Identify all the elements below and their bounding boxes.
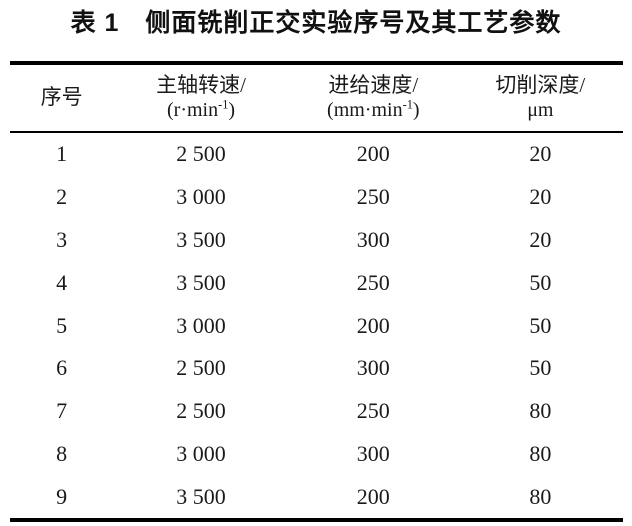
data-cell: 20 (529, 226, 552, 252)
table-row: 2 3 000 250 20 (10, 176, 623, 219)
col-header-spindle-speed: 主轴转速/ (r·min-1) (113, 63, 289, 133)
serial-cell: 3 (56, 226, 68, 252)
serial-cell: 1 (56, 141, 68, 167)
data-cell: 20 (529, 184, 552, 210)
data-cell: 3 000 (176, 440, 226, 466)
superscript-exponent: -1 (402, 97, 413, 112)
data-cell: 300 (356, 355, 390, 381)
table-row: 4 3 500 250 50 (10, 261, 623, 304)
data-cell: 3 500 (176, 483, 226, 509)
data-cell: 200 (356, 483, 390, 509)
serial-cell: 4 (56, 269, 68, 295)
table-row: 8 3 000 300 80 (10, 433, 623, 476)
unit-suffix: ) (228, 99, 236, 121)
serial-cell: 2 (56, 184, 68, 210)
table-row: 7 2 500 250 80 (10, 390, 623, 433)
serial-cell: 7 (56, 398, 68, 424)
experiment-parameters-table: 序号 主轴转速/ (r·min-1) 进给速度/ (mm·min-1) 切削深度… (9, 61, 623, 523)
data-cell: 300 (356, 440, 390, 466)
data-cell: 80 (529, 398, 552, 424)
data-cell: 200 (356, 141, 390, 167)
data-cell: 80 (529, 483, 552, 509)
data-cell: 50 (529, 269, 552, 295)
col-header-index: 序号 (9, 63, 114, 133)
data-cell: 250 (356, 398, 390, 424)
unit-prefix: (mm·min (327, 99, 403, 121)
superscript-exponent: -1 (218, 97, 229, 112)
col-header-depth-unit: μm (458, 98, 622, 122)
table-row: 6 2 500 300 50 (10, 347, 623, 390)
table-row: 3 3 500 300 20 (10, 219, 623, 262)
unit-prefix: (r·min (167, 99, 219, 121)
col-header-feed-rate: 进给速度/ (mm·min-1) (288, 63, 459, 133)
data-cell: 250 (356, 184, 390, 210)
data-cell: 3 500 (176, 226, 226, 252)
serial-cell: 9 (56, 483, 68, 509)
serial-cell: 6 (56, 355, 68, 381)
serial-cell: 5 (56, 312, 68, 338)
unit-prefix: μm (527, 99, 554, 121)
data-cell: 2 500 (176, 398, 226, 424)
table-row: 5 3 000 200 50 (10, 304, 623, 347)
data-cell: 50 (529, 312, 552, 338)
data-cell: 3 000 (176, 312, 226, 338)
serial-cell: 8 (56, 440, 68, 466)
col-header-feed-label: 进给速度/ (328, 73, 419, 97)
data-cell: 2 500 (176, 141, 226, 167)
table-row: 9 3 500 200 80 (10, 475, 623, 520)
data-cell: 200 (356, 312, 390, 338)
data-cell: 3 000 (176, 184, 226, 210)
header-row: 序号 主轴转速/ (r·min-1) 进给速度/ (mm·min-1) 切削深度… (9, 63, 623, 133)
col-header-depth-label: 切削深度/ (495, 73, 586, 97)
table-title: 表 1 侧面铣削正交实验序号及其工艺参数 (70, 9, 562, 37)
col-header-index-label: 序号 (40, 85, 83, 109)
col-header-feed-unit: (mm·min-1) (288, 98, 458, 122)
col-header-cut-depth: 切削深度/ μm (458, 63, 623, 133)
data-cell: 50 (529, 355, 552, 381)
data-cell: 250 (356, 269, 390, 295)
col-header-spindle-label: 主轴转速/ (156, 73, 246, 97)
data-cell: 20 (529, 141, 552, 167)
data-cell: 80 (529, 440, 552, 466)
data-cell: 2 500 (176, 355, 226, 381)
data-cell: 300 (356, 226, 390, 252)
col-header-spindle-unit: (r·min-1) (114, 98, 289, 122)
data-cell: 3 500 (176, 269, 226, 295)
table-row: 1 2 500 200 20 (10, 132, 623, 176)
unit-suffix: ) (412, 99, 420, 121)
